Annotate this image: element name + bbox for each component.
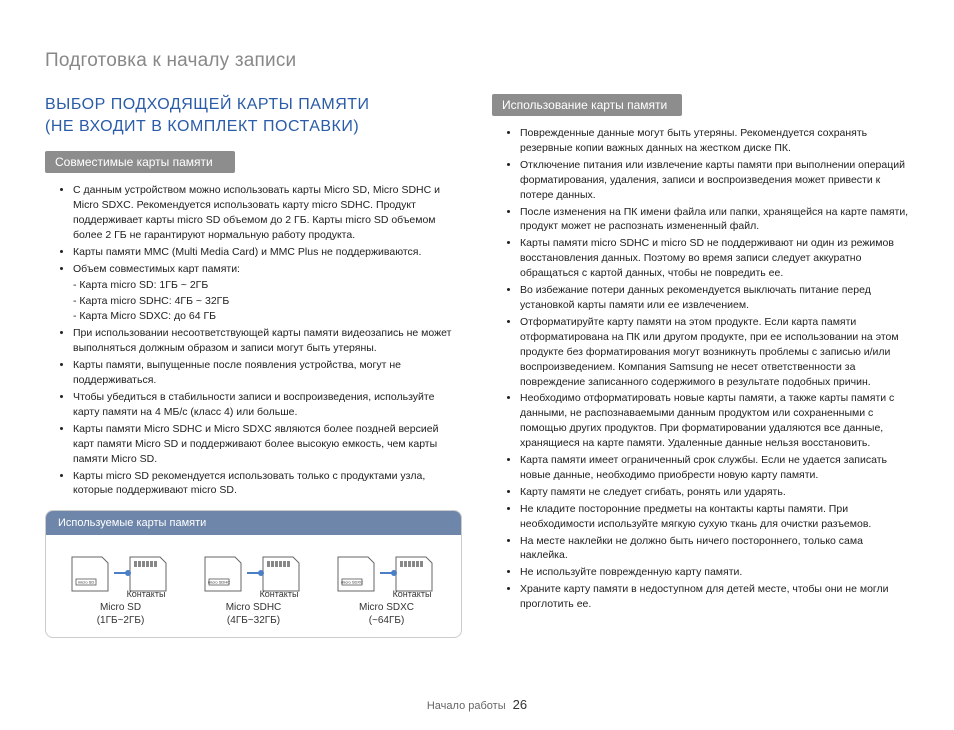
compatible-list: С данным устройством можно использовать … [45,183,462,498]
card-cap: (4ГБ~32ГБ) [187,614,320,627]
list-item: Карты памяти Micro SDHC и Micro SDXC явл… [73,422,462,467]
svg-text:Контакты: Контакты [392,589,431,597]
list-item-label: Объем совместимых карт памяти: [73,263,240,275]
list-item: Карту памяти не следует сгибать, ронять … [520,485,909,500]
section-bar-usage: Использование карты памяти [492,94,682,116]
page-footer: Начало работы 26 [0,697,954,712]
usage-list: Поврежденные данные могут быть утеряны. … [492,126,909,612]
list-item: Не используйте поврежденную карту памяти… [520,565,909,580]
sub-item: - Карта micro SDHC: 4ГБ ~ 32ГБ [73,294,462,309]
title-line-2: (НЕ ВХОДИТ В КОМПЛЕКТ ПОСТАВКИ) [45,118,359,135]
list-item: Объем совместимых карт памяти: - Карта m… [73,262,462,325]
list-item: Карты памяти, выпущенные после появления… [73,358,462,388]
section-bar-compatible: Совместимые карты памяти [45,151,235,173]
sd-card-icon: micro SDHC Контакты [199,549,309,597]
card-box-header: Используемые карты памяти [46,511,461,535]
main-title: ВЫБОР ПОДХОДЯЩЕЙ КАРТЫ ПАМЯТИ (НЕ ВХОДИТ… [45,94,462,137]
card-row: micro SD Контакты Micro SD [46,535,461,637]
card-name: Micro SDXC [320,601,453,614]
usable-cards-box: Используемые карты памяти micro SD [45,510,462,638]
list-item: После изменения на ПК имени файла или па… [520,205,909,235]
svg-text:Контакты: Контакты [259,589,298,597]
page-header: Подготовка к началу записи [45,50,909,72]
two-column-layout: ВЫБОР ПОДХОДЯЩЕЙ КАРТЫ ПАМЯТИ (НЕ ВХОДИТ… [45,94,909,638]
svg-text:micro SD: micro SD [77,580,94,585]
list-item: При использовании несоответствующей карт… [73,326,462,356]
list-item: Карты памяти micro SDHC и micro SD не по… [520,236,909,281]
page-number: 26 [513,697,527,712]
card-cap: (1ГБ~2ГБ) [54,614,187,627]
list-item: Поврежденные данные могут быть утеряны. … [520,126,909,156]
card-name: Micro SD [54,601,187,614]
title-line-1: ВЫБОР ПОДХОДЯЩЕЙ КАРТЫ ПАМЯТИ [45,96,370,113]
card-item: micro SDXC Контакты Micro SDXC (~64ГБ) [320,549,453,627]
list-item: Необходимо отформатировать новые карты п… [520,391,909,451]
list-item: Карта памяти имеет ограниченный срок слу… [520,453,909,483]
card-name: Micro SDHC [187,601,320,614]
card-item: micro SD Контакты Micro SD [54,549,187,627]
contact-label: Контакты [126,589,165,597]
right-column: Использование карты памяти Поврежденные … [492,94,909,638]
sub-item: - Карта Micro SDXC: до 64 ГБ [73,309,462,324]
list-item: Храните карту памяти в недоступном для д… [520,582,909,612]
list-item: Карты micro SD рекомендуется использоват… [73,469,462,499]
sd-card-icon: micro SDXC Контакты [332,549,442,597]
left-column: ВЫБОР ПОДХОДЯЩЕЙ КАРТЫ ПАМЯТИ (НЕ ВХОДИТ… [45,94,462,638]
list-item: Отформатируйте карту памяти на этом прод… [520,315,909,390]
footer-label: Начало работы [427,700,506,712]
list-item: Не кладите посторонние предметы на конта… [520,502,909,532]
list-item: На месте наклейки не должно быть ничего … [520,534,909,564]
svg-text:micro SDHC: micro SDHC [207,580,229,585]
card-item: micro SDHC Контакты Micro SDHC (4ГБ~32ГБ… [187,549,320,627]
list-item: Чтобы убедиться в стабильности записи и … [73,390,462,420]
sub-item: - Карта micro SD: 1ГБ ~ 2ГБ [73,278,462,293]
list-item: С данным устройством можно использовать … [73,183,462,243]
sd-card-icon: micro SD Контакты [66,549,176,597]
list-item: Карты памяти MMC (Multi Media Card) и MM… [73,245,462,260]
list-item: Отключение питания или извлечение карты … [520,158,909,203]
svg-text:micro SDXC: micro SDXC [340,580,362,585]
list-item: Во избежание потери данных рекомендуется… [520,283,909,313]
card-cap: (~64ГБ) [320,614,453,627]
